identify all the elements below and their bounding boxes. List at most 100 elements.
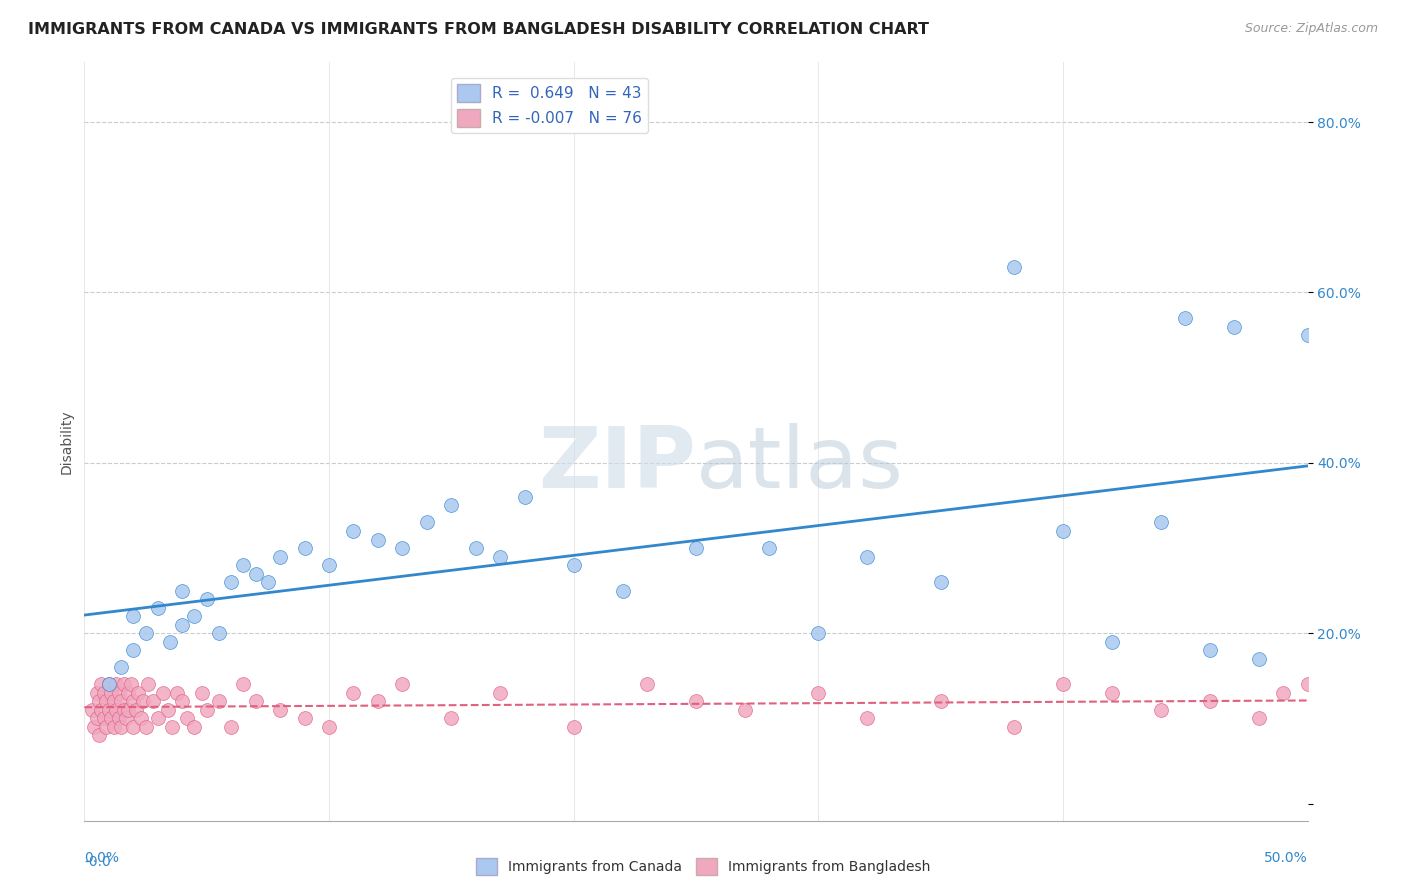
Point [117, 703, 139, 717]
Point [1002, 260, 1025, 274]
Point [93, 686, 115, 700]
Point [142, 694, 165, 708]
Point [103, 694, 125, 708]
Point [103, 720, 125, 734]
Point [929, 575, 952, 590]
Point [129, 711, 152, 725]
Point [562, 558, 585, 572]
Point [342, 686, 364, 700]
Legend: R =  0.649   N = 43, R = -0.007   N = 76: R = 0.649 N = 43, R = -0.007 N = 76 [450, 78, 648, 133]
Point [86, 711, 108, 725]
Point [1150, 703, 1173, 717]
Point [245, 566, 267, 581]
Point [195, 703, 218, 717]
Point [172, 617, 194, 632]
Text: IMMIGRANTS FROM CANADA VS IMMIGRANTS FROM BANGLADESH DISABILITY CORRELATION CHAR: IMMIGRANTS FROM CANADA VS IMMIGRANTS FRO… [28, 22, 929, 37]
Point [232, 677, 254, 691]
Y-axis label: Disability: Disability [59, 409, 73, 474]
Text: ZIP: ZIP [538, 423, 696, 506]
Point [856, 549, 879, 564]
Point [1150, 516, 1173, 530]
Point [391, 541, 413, 555]
Point [122, 609, 145, 624]
Point [86, 686, 108, 700]
Point [1272, 686, 1295, 700]
Point [136, 677, 159, 691]
Point [135, 720, 157, 734]
Point [162, 720, 184, 734]
Point [318, 720, 340, 734]
Point [1052, 677, 1074, 691]
Point [1247, 711, 1270, 725]
Point [856, 711, 879, 725]
Point [146, 600, 169, 615]
Point [294, 541, 316, 555]
Point [208, 626, 231, 640]
Point [122, 720, 145, 734]
Text: Source: ZipAtlas.com: Source: ZipAtlas.com [1244, 22, 1378, 36]
Point [159, 634, 181, 648]
Point [489, 686, 512, 700]
Point [929, 694, 952, 708]
Point [183, 609, 205, 624]
Point [117, 686, 139, 700]
Legend: Immigrants from Canada, Immigrants from Bangladesh: Immigrants from Canada, Immigrants from … [471, 853, 935, 880]
Point [105, 677, 128, 691]
Point [110, 694, 132, 708]
Point [195, 592, 218, 607]
Text: atlas: atlas [696, 423, 904, 506]
Point [132, 694, 155, 708]
Point [87, 728, 110, 742]
Point [97, 677, 120, 691]
Point [367, 694, 389, 708]
Point [97, 703, 120, 717]
Point [183, 720, 205, 734]
Point [440, 711, 463, 725]
Point [513, 490, 536, 504]
Point [115, 711, 138, 725]
Point [83, 720, 105, 734]
Point [232, 558, 254, 572]
Point [172, 694, 194, 708]
Point [120, 677, 142, 691]
Point [1052, 524, 1074, 538]
Point [1101, 686, 1123, 700]
Point [112, 703, 135, 717]
Text: 0.0%: 0.0% [84, 851, 120, 865]
Point [1247, 652, 1270, 666]
Point [191, 686, 214, 700]
Point [110, 720, 132, 734]
Point [294, 711, 316, 725]
Point [135, 626, 157, 640]
Point [1296, 328, 1319, 343]
Point [146, 711, 169, 725]
Point [636, 677, 658, 691]
Point [122, 643, 145, 657]
Point [219, 720, 242, 734]
Point [100, 711, 122, 725]
Point [1101, 634, 1123, 648]
Point [96, 694, 118, 708]
Point [1296, 677, 1319, 691]
Point [90, 677, 112, 691]
Point [416, 516, 439, 530]
Point [176, 711, 198, 725]
Point [122, 694, 145, 708]
Point [105, 703, 128, 717]
Point [391, 677, 413, 691]
Point [685, 541, 707, 555]
Point [269, 703, 291, 717]
Point [1223, 319, 1246, 334]
Point [110, 660, 132, 674]
Point [562, 720, 585, 734]
Point [90, 703, 112, 717]
Point [269, 549, 291, 564]
Point [80, 703, 103, 717]
Point [208, 694, 231, 708]
Point [612, 583, 634, 598]
Point [125, 703, 148, 717]
Point [107, 711, 129, 725]
Point [112, 677, 135, 691]
Point [93, 711, 115, 725]
Point [127, 686, 149, 700]
